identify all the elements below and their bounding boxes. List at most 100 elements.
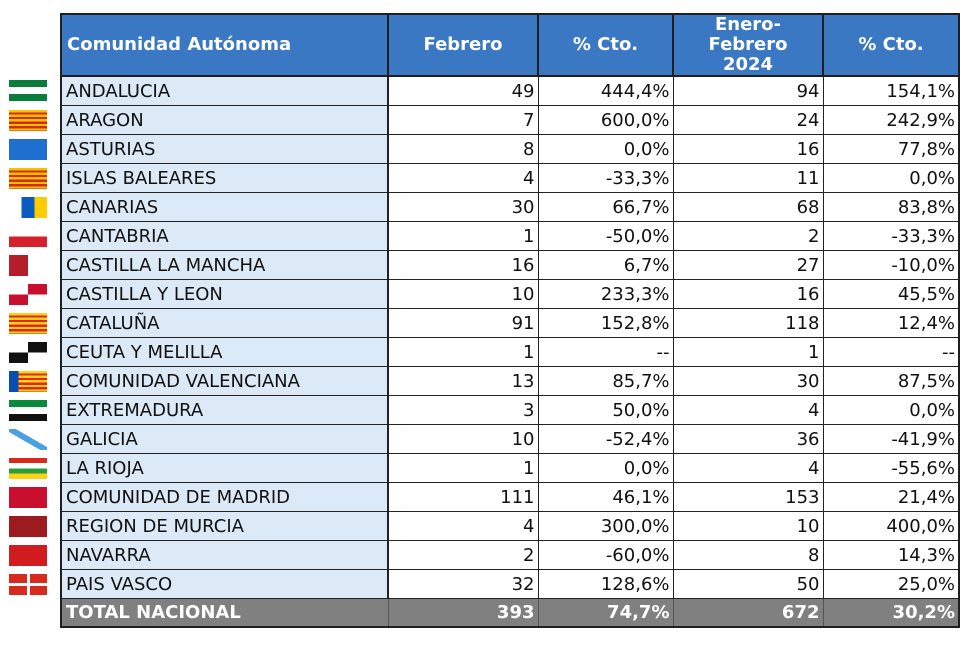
feb-pct-cell: 152,8% [537,308,674,338]
ytd-cell: 24 [672,105,824,135]
feb-cell: 32 [387,569,539,599]
ytd-cell: 4 [672,395,824,425]
feb-cell: 8 [387,134,539,164]
ytd-pct-cell: -33,3% [822,221,960,251]
region-cell: ISLAS BALEARES [60,163,389,193]
region-cell: PAIS VASCO [60,569,389,599]
feb-pct-cell: 46,1% [537,482,674,512]
region-cell: COMUNIDAD VALENCIANA [60,366,389,396]
table-row: EXTREMADURA 3 50,0% 4 0,0% [60,395,960,425]
madrid-flag-icon [9,486,47,508]
feb-pct-cell: 233,3% [537,279,674,309]
feb-cell: 49 [387,75,539,106]
cataluna-flag-icon [9,312,47,334]
region-cell: GALICIA [60,424,389,454]
table-row: ASTURIAS 8 0,0% 16 77,8% [60,134,960,164]
ytd-cell: 16 [672,134,824,164]
ytd-pct-cell: 12,4% [822,308,960,338]
header-feb: Febrero [387,13,539,77]
table-row: ISLAS BALEARES 4 -33,3% 11 0,0% [60,163,960,193]
feb-pct-cell: 128,6% [537,569,674,599]
table-row: GALICIA 10 -52,4% 36 -41,9% [60,424,960,454]
table-row: CASTILLA LA MANCHA 16 6,7% 27 -10,0% [60,250,960,280]
region-cell: CANARIAS [60,192,389,222]
region-cell: CASTILLA Y LEON [60,279,389,309]
table-row: COMUNIDAD DE MADRID 111 46,1% 153 21,4% [60,482,960,512]
ytd-cell: 11 [672,163,824,193]
ytd-pct-cell: -- [822,337,960,367]
flag-column [0,0,60,647]
feb-cell: 3 [387,395,539,425]
table-row: CATALUÑA 91 152,8% 118 12,4% [60,308,960,338]
header-ytd-line1: Enero-Febrero [708,14,788,55]
murcia-flag-icon [9,515,47,537]
castilla-la-mancha-flag-icon [9,254,47,276]
header-ytd: Enero-Febrero 2024 [672,13,824,77]
region-cell: CANTABRIA [60,221,389,251]
table-row: NAVARRA 2 -60,0% 8 14,3% [60,540,960,570]
feb-pct-cell: -50,0% [537,221,674,251]
feb-pct-cell: -33,3% [537,163,674,193]
castilla-y-leon-flag-icon [9,283,47,305]
ytd-pct-cell: 242,9% [822,105,960,135]
ytd-cell: 4 [672,453,824,483]
ytd-cell: 2 [672,221,824,251]
ytd-cell: 27 [672,250,824,280]
feb-pct-cell: 50,0% [537,395,674,425]
navarra-flag-icon [9,544,47,566]
region-cell: ASTURIAS [60,134,389,164]
header-ytd-pct: % Cto. [822,13,960,77]
total-region-cell: TOTAL NACIONAL [60,598,389,628]
ytd-pct-cell: -55,6% [822,453,960,483]
ytd-cell: 68 [672,192,824,222]
header-row: Comunidad Autónoma Febrero % Cto. Enero-… [60,13,960,77]
feb-pct-cell: 0,0% [537,134,674,164]
canarias-flag-icon [9,196,47,218]
ytd-cell: 153 [672,482,824,512]
table-row: CANTABRIA 1 -50,0% 2 -33,3% [60,221,960,251]
feb-pct-cell: 0,0% [537,453,674,483]
region-cell: CATALUÑA [60,308,389,338]
feb-cell: 1 [387,221,539,251]
feb-pct-cell: 85,7% [537,366,674,396]
region-cell: CEUTA Y MELILLA [60,337,389,367]
feb-cell: 7 [387,105,539,135]
feb-pct-cell: -60,0% [537,540,674,570]
ytd-cell: 118 [672,308,824,338]
feb-cell: 91 [387,308,539,338]
ytd-cell: 8 [672,540,824,570]
ytd-pct-cell: 77,8% [822,134,960,164]
table-row: PAIS VASCO 32 128,6% 50 25,0% [60,569,960,599]
feb-pct-cell: 444,4% [537,75,674,106]
header-ytd-line2: 2024 [722,54,774,75]
region-cell: CASTILLA LA MANCHA [60,250,389,280]
baleares-flag-icon [9,167,47,189]
feb-pct-cell: 6,7% [537,250,674,280]
region-cell: LA RIOJA [60,453,389,483]
table-row: CEUTA Y MELILLA 1 -- 1 -- [60,337,960,367]
feb-cell: 10 [387,279,539,309]
region-cell: NAVARRA [60,540,389,570]
cantabria-flag-icon [9,225,47,247]
feb-cell: 4 [387,163,539,193]
feb-cell: 4 [387,511,539,541]
table-row: LA RIOJA 1 0,0% 4 -55,6% [60,453,960,483]
asturias-flag-icon [9,138,47,160]
ytd-cell: 30 [672,366,824,396]
ytd-pct-cell: 400,0% [822,511,960,541]
ytd-pct-cell: 0,0% [822,395,960,425]
feb-cell: 16 [387,250,539,280]
region-cell: EXTREMADURA [60,395,389,425]
header-region: Comunidad Autónoma [60,13,389,77]
ytd-pct-cell: -41,9% [822,424,960,454]
ytd-cell: 36 [672,424,824,454]
ytd-cell: 94 [672,75,824,106]
ceuta-melilla-flag-icon [9,341,47,363]
galicia-flag-icon [9,428,47,450]
aragon-flag-icon [9,109,47,131]
feb-pct-cell: 600,0% [537,105,674,135]
header-feb-pct: % Cto. [537,13,674,77]
ytd-pct-cell: 154,1% [822,75,960,106]
table-row: ANDALUCIA 49 444,4% 94 154,1% [60,75,960,106]
feb-cell: 1 [387,453,539,483]
